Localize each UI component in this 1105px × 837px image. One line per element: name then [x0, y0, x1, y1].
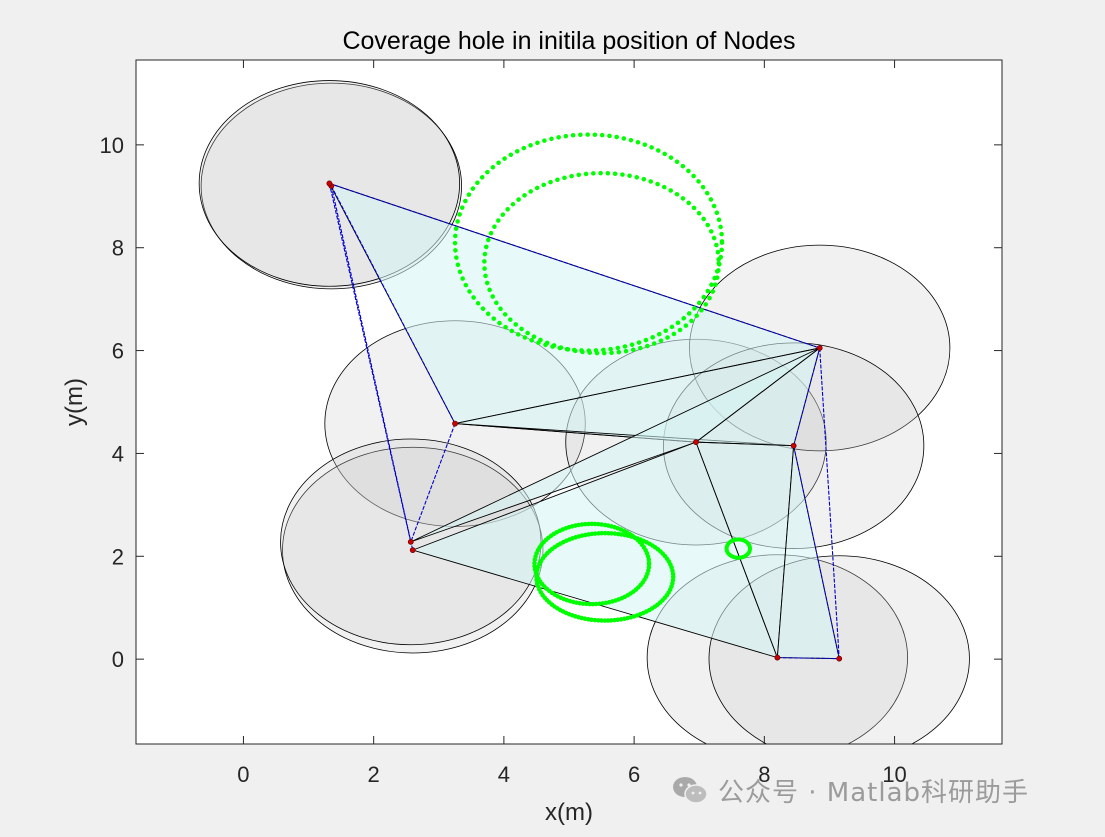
delaunay-triangle-6: [410, 347, 820, 543]
tick-layer: 0 2 4 6 8 10 0 2 4 6 8 10: [100, 60, 1002, 787]
boundary-edge-7: [793, 445, 840, 659]
boundary-edge-3: [328, 183, 412, 543]
coverage-hole-4: [532, 521, 652, 607]
node-layer: [326, 180, 843, 662]
edge-layer: [328, 182, 840, 660]
y-tick-label-2: 2: [112, 544, 124, 569]
boundary-edge-9: [793, 347, 821, 446]
y-tick-label-4: 6: [112, 339, 124, 364]
chart-title: Coverage hole in initila position of Nod…: [342, 27, 795, 55]
wechat-icon: [672, 775, 708, 805]
triangle-layer: [328, 182, 840, 660]
axes-box: [135, 59, 1003, 745]
watermark: 公众号 · Matlab科研助手: [672, 768, 1029, 812]
x-tick-label-5: 8: [758, 762, 770, 787]
y-tick-label-5: 8: [112, 236, 124, 261]
watermark-text: 公众号 · Matlab科研助手: [718, 777, 1030, 808]
sensor-node-10: [836, 655, 843, 662]
y-tick-label-6: 10: [100, 133, 124, 158]
sensor-node-6: [693, 439, 699, 446]
y-tick-label-3: 4: [112, 441, 124, 466]
x-tick-label-2: 2: [368, 762, 380, 787]
x-tick-label-1: 0: [237, 762, 249, 787]
boundary-edge-5: [410, 423, 456, 543]
hole-layer: [452, 132, 753, 623]
y-tick-label-1: 0: [112, 647, 124, 672]
boundary-edge-6: [819, 347, 840, 659]
boundary-edge-4: [330, 185, 456, 424]
x-axis-label: x(m): [545, 799, 593, 826]
boundary-edge-8: [777, 657, 840, 660]
sensor-node-2: [326, 180, 333, 187]
coverage-hole-1: [452, 132, 725, 353]
boundary-edge-1: [329, 182, 820, 349]
sensor-node-8: [790, 442, 797, 449]
sensor-node-9: [774, 654, 781, 661]
x-tick-label-4: 6: [628, 762, 640, 787]
sensor-node-4: [409, 547, 416, 554]
sensor-node-7: [816, 345, 823, 351]
x-tick-label-6: 10: [882, 762, 906, 787]
sensor-node-5: [407, 538, 414, 545]
coverage-hole-5: [724, 537, 753, 560]
y-axis-label: y(m): [61, 378, 88, 426]
x-tick-label-3: 4: [498, 762, 510, 787]
coverage-hole-2: [482, 170, 722, 356]
sensor-node-3: [452, 420, 458, 427]
